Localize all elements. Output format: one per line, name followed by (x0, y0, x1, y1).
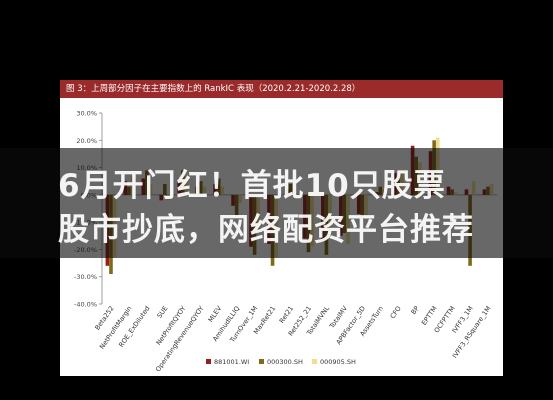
legend-swatch (206, 359, 211, 364)
ad-overlay-line-2: 股市抄底，网络配资平台推荐 (58, 212, 474, 248)
x-tick-label: CFO (389, 305, 403, 321)
y-tick-label: -30.0% (74, 273, 97, 281)
legend-swatch (259, 359, 264, 364)
y-tick-label: 20.0% (76, 137, 97, 145)
x-tick-label: MLEV (207, 304, 224, 324)
y-tick-label: -40.0% (74, 301, 97, 309)
legend-label: 000905.SH (320, 358, 356, 366)
figure-title: 图 3：上周部分因子在主要指数上的 RankIC 表现（2020.2.21-20… (60, 80, 503, 98)
y-tick-label: 30.0% (76, 110, 97, 118)
ad-overlay-banner[interactable]: 6月开门红！首批10只股票 股市抄底，网络配资平台推荐 (0, 148, 553, 258)
legend-swatch (312, 359, 317, 364)
ad-overlay-line-1: 6月开门红！首批10只股票 (58, 168, 446, 204)
legend-label: 000300.SH (267, 358, 303, 366)
x-tick-label: BP (409, 305, 420, 317)
legend-label: 881001.WI (214, 358, 249, 366)
x-tick-label: SUE (155, 305, 169, 320)
x-tick-label: Ret21 (278, 305, 295, 325)
